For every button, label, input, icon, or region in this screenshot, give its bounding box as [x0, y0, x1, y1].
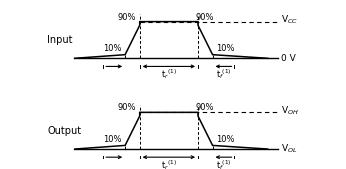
Text: t$_r$$^{(1)}$: t$_r$$^{(1)}$: [161, 68, 177, 81]
Text: t$_f$$^{(1)}$: t$_f$$^{(1)}$: [216, 68, 231, 81]
Text: t$_f$$^{(1)}$: t$_f$$^{(1)}$: [216, 158, 231, 169]
Text: 10%: 10%: [217, 135, 235, 144]
Text: V$_{OH}$: V$_{OH}$: [281, 104, 298, 117]
Text: 90%: 90%: [195, 103, 214, 112]
Text: 10%: 10%: [103, 44, 121, 53]
Text: Input: Input: [47, 35, 73, 45]
Text: 0 V: 0 V: [281, 54, 295, 63]
Text: Output: Output: [47, 126, 82, 136]
Text: 90%: 90%: [117, 103, 136, 112]
Text: V$_{OL}$: V$_{OL}$: [281, 143, 297, 155]
Text: 90%: 90%: [195, 13, 214, 22]
Text: V$_{CC}$: V$_{CC}$: [281, 14, 298, 26]
Text: t$_r$$^{(1)}$: t$_r$$^{(1)}$: [161, 158, 177, 169]
Text: 90%: 90%: [117, 13, 136, 22]
Text: 10%: 10%: [103, 135, 121, 144]
Text: 10%: 10%: [217, 44, 235, 53]
